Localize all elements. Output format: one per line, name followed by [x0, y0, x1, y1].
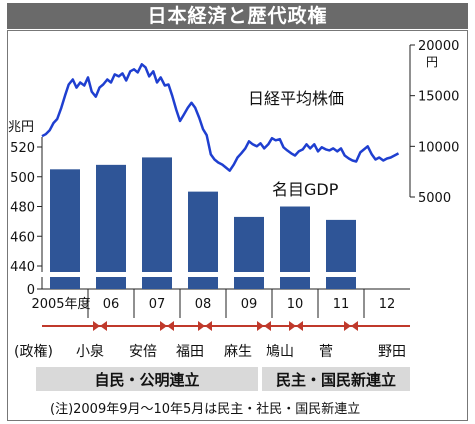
admin-name-小泉: 小泉: [76, 343, 104, 360]
axis-break: [34, 272, 374, 277]
right-tick-label: 10000: [418, 140, 459, 155]
right-tick-label: 5000: [418, 191, 451, 206]
admin-name-安倍: 安倍: [129, 344, 157, 360]
line-series-label: 日経平均株価: [248, 89, 344, 108]
admin-name-麻生: 麻生: [224, 344, 252, 360]
admin-label: (政権): [14, 343, 53, 360]
left-tick-label: 460: [10, 230, 35, 245]
coalition-band-dpj: [262, 367, 410, 391]
right-tick-label: 20000: [418, 39, 459, 54]
chart-title: 日本経済と歴代政権: [147, 5, 328, 27]
coalition-ldp: 自民・公明連立: [94, 371, 199, 389]
x-label-11: 11: [333, 297, 350, 312]
left-tick-label: 500: [10, 171, 35, 186]
admin-arrow-head: [351, 321, 358, 331]
bar-07: [142, 157, 172, 289]
right-tick-label: 15000: [418, 90, 459, 105]
title-bar: 日本経済と歴代政権: [7, 3, 468, 29]
nikkei-line: [41, 63, 400, 172]
admin-arrow-head: [264, 321, 271, 331]
x-label-2005年度: 2005年度: [31, 296, 90, 312]
admin-arrow-head: [205, 321, 212, 331]
x-label-09: 09: [241, 297, 258, 312]
left-tick-label: 440: [10, 260, 35, 275]
bar-09: [234, 216, 264, 289]
left-tick-label: 520: [10, 141, 35, 156]
x-label-10: 10: [287, 297, 304, 312]
bar-series-label: 名目GDP: [272, 180, 339, 199]
admin-arrow-head: [93, 321, 100, 331]
x-label-08: 08: [195, 297, 212, 312]
footnote: (注)2009年9月～10年5月は民主・社民・国民新連立: [50, 401, 360, 417]
admin-arrow-head: [167, 321, 174, 331]
admin-name-福田: 福田: [176, 344, 204, 360]
chart-frame: [7, 30, 468, 421]
x-label-12: 12: [379, 297, 396, 312]
x-label-07: 07: [149, 297, 166, 312]
x-label-06: 06: [103, 297, 120, 312]
bar-2005年度: [50, 169, 80, 289]
admin-arrow-head: [257, 321, 264, 331]
admin-name-菅: 菅: [319, 344, 333, 360]
left-tick-label: 0: [27, 283, 35, 298]
left-tick-label: 480: [10, 201, 35, 216]
coalition-band-ldp: [36, 367, 258, 391]
coalition-dpj: 民主・国民新連立: [276, 371, 396, 389]
admin-name-野田: 野田: [378, 344, 406, 360]
right-axis-unit: 円: [426, 55, 438, 69]
bar-11: [326, 219, 356, 289]
admin-arrow-head: [344, 321, 351, 331]
admin-arrow-head: [289, 321, 296, 331]
admin-arrow-head: [198, 321, 205, 331]
admin-arrow-head: [100, 321, 107, 331]
bar-06: [96, 164, 126, 289]
admin-arrow-head: [296, 321, 303, 331]
admin-arrow-head: [160, 321, 167, 331]
left-axis-unit: 兆円: [8, 120, 34, 135]
admin-name-鳩山: 鳩山: [266, 344, 294, 360]
